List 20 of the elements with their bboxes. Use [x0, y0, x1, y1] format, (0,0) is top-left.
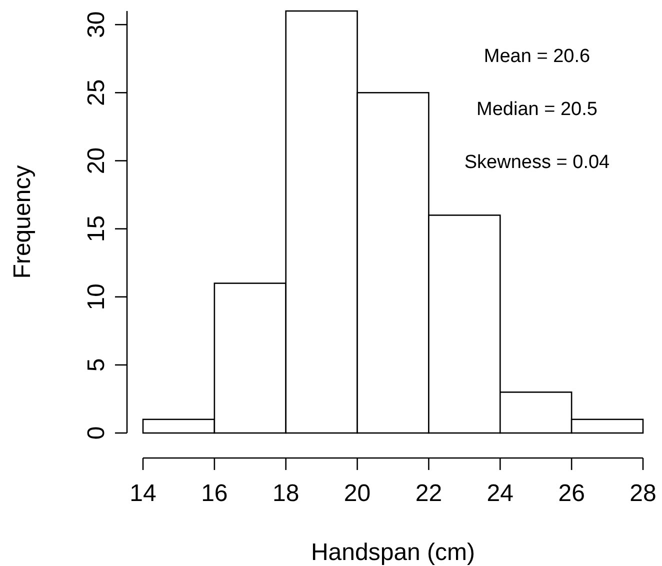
- x-tick-label: 16: [201, 480, 228, 507]
- y-tick-label: 0: [83, 426, 110, 440]
- annotation: Median = 20.5: [476, 99, 598, 120]
- x-tick-label: 20: [344, 480, 371, 507]
- y-tick-label: 20: [83, 147, 110, 174]
- y-tick-label: 30: [83, 11, 110, 38]
- y-axis-title: Frequency: [9, 165, 36, 279]
- x-tick-label: 22: [415, 480, 442, 507]
- y-tick-label: 5: [83, 358, 110, 372]
- annotation: Mean = 20.6: [484, 46, 590, 67]
- x-tick-label: 28: [630, 480, 656, 507]
- y-tick-label: 25: [83, 79, 110, 106]
- x-tick-label: 18: [272, 480, 300, 507]
- annotation: Skewness = 0.04: [464, 152, 610, 173]
- x-tick-label: 24: [486, 480, 514, 507]
- y-tick-label: 10: [83, 284, 110, 310]
- y-tick-label: 15: [83, 215, 110, 242]
- x-tick-label: 26: [558, 480, 585, 507]
- x-tick-label: 14: [130, 480, 156, 507]
- x-axis-title: Handspan (cm): [310, 539, 476, 566]
